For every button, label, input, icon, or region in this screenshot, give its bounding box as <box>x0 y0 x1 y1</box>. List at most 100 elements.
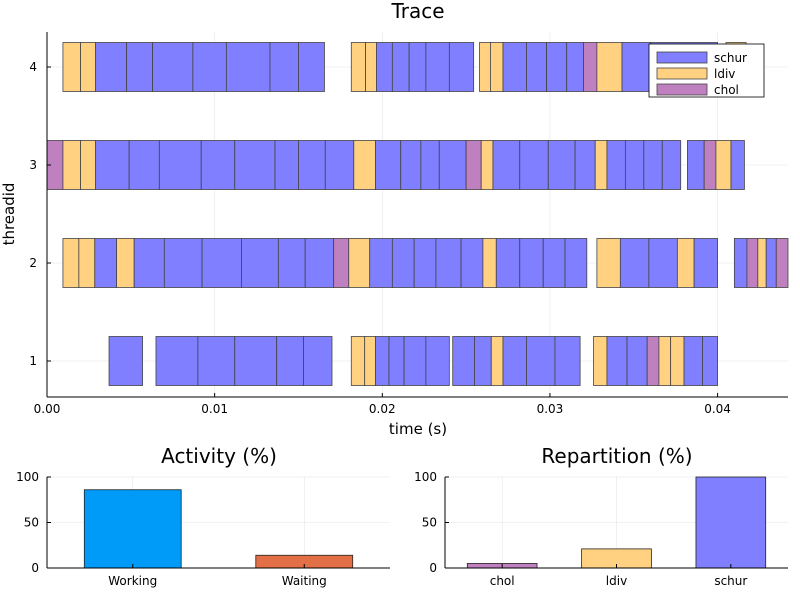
trace-ytick-label: 4 <box>29 60 37 74</box>
task-bar-schur <box>155 336 199 386</box>
trace-ytick-label: 3 <box>29 158 37 172</box>
task-bar-schur <box>687 140 705 190</box>
legend-label-ldiv: ldiv <box>714 67 735 81</box>
bar-schur <box>695 476 767 569</box>
trace-xlabel: time (s) <box>389 420 447 438</box>
task-bar-schur <box>526 336 556 386</box>
task-bar-schur <box>303 336 333 386</box>
task-bar-schur <box>152 42 194 92</box>
task-bar-schur <box>192 42 227 92</box>
repartition-title: Repartition (%) <box>541 444 692 468</box>
task-bar-schur <box>403 336 427 386</box>
task-bar-schur <box>502 336 527 386</box>
task-bar-schur <box>683 336 703 386</box>
task-bar-schur <box>241 238 279 288</box>
task-bar-schur <box>276 336 304 386</box>
task-bar-ldiv <box>757 238 767 288</box>
task-bar-schur <box>542 238 566 288</box>
task-bar-ldiv <box>62 42 81 92</box>
task-bar-schur <box>495 238 521 288</box>
task-bar-schur <box>128 140 160 190</box>
task-bar-schur <box>606 140 626 190</box>
task-bar-chol <box>465 140 482 190</box>
task-bar-ldiv <box>116 238 135 288</box>
task-bar-ldiv <box>78 238 96 288</box>
task-bar-schur <box>376 42 393 92</box>
task-bar-schur <box>452 336 475 386</box>
task-bar-ldiv <box>479 42 491 92</box>
task-bar-schur <box>95 140 130 190</box>
task-bar-ldiv <box>658 336 672 386</box>
task-bar-schur <box>626 336 648 386</box>
task-bar-schur <box>94 238 117 288</box>
task-bar-ldiv <box>480 140 494 190</box>
task-bar-ldiv <box>596 238 621 288</box>
task-bar-schur <box>519 238 544 288</box>
task-bar-schur <box>460 238 484 288</box>
bar-working <box>83 489 182 569</box>
task-bar-schur <box>564 238 588 288</box>
task-bar-schur <box>492 140 521 190</box>
activity-chart: Activity (%) 0 50 100 Working Waiting <box>16 444 390 588</box>
task-bar-schur <box>388 336 405 386</box>
legend-label-schur: schur <box>714 51 747 65</box>
task-bar-schur <box>702 336 718 386</box>
task-bar-schur <box>234 140 276 190</box>
task-bar-chol <box>646 336 660 386</box>
bar-xtick-label: ldiv <box>606 574 627 588</box>
trace-xtick-label: 0.04 <box>704 402 731 416</box>
task-bar-schur <box>438 140 467 190</box>
task-bar-schur <box>619 238 650 288</box>
task-bar-schur <box>408 42 427 92</box>
bar-xtick-label: schur <box>714 574 747 588</box>
task-bar-ldiv <box>490 336 504 386</box>
task-bar-schur <box>730 140 745 190</box>
task-bar-schur <box>733 238 748 288</box>
task-bar-schur <box>519 140 549 190</box>
task-bar-chol <box>746 238 759 288</box>
task-bar-chol <box>703 140 717 190</box>
legend-swatch-schur <box>656 51 708 64</box>
task-bar-schur <box>108 336 143 386</box>
bar-xtick-label: Working <box>108 574 157 588</box>
task-bar-schur <box>643 140 663 190</box>
trace-xtick-label: 0.03 <box>537 402 564 416</box>
task-bar-ldiv <box>348 238 371 288</box>
task-bar-schur <box>274 140 299 190</box>
task-bar-schur <box>234 336 278 386</box>
task-bar-schur <box>225 42 271 92</box>
task-bar-schur <box>201 238 242 288</box>
task-bar-schur <box>324 140 355 190</box>
task-bar-ldiv <box>670 336 685 386</box>
repartition-chart: Repartition (%) 0 50 100 chol ldiv schur <box>414 444 788 588</box>
task-bar-schur <box>197 336 236 386</box>
trace-bars <box>46 42 789 386</box>
task-bar-schur <box>554 336 581 386</box>
task-bar-schur <box>624 140 645 190</box>
activity-plot: 0 50 100 Working Waiting <box>16 470 390 588</box>
task-bar-ldiv <box>80 140 97 190</box>
task-bar-schur <box>163 238 203 288</box>
bar-xtick-label: Waiting <box>282 574 327 588</box>
task-bar-ldiv <box>353 140 376 190</box>
task-bar-ldiv <box>62 238 80 288</box>
task-bar-schur <box>574 140 596 190</box>
task-bar-schur <box>546 42 568 92</box>
task-bar-ldiv <box>715 140 732 190</box>
bar-ytick-label: 0 <box>429 561 437 575</box>
task-bar-ldiv <box>482 238 497 288</box>
trace-axes: 0.00 0.01 0.02 0.03 0.04 1 2 3 4 <box>29 32 788 416</box>
task-bar-schur <box>277 238 306 288</box>
task-bar-schur <box>474 336 492 386</box>
trace-xtick-label: 0.01 <box>201 402 228 416</box>
task-bar-schur <box>200 140 236 190</box>
trace-xtick-label: 0.02 <box>369 402 396 416</box>
task-bar-schur <box>304 238 335 288</box>
task-bar-schur <box>566 42 584 92</box>
bar-ytick-label: 0 <box>31 561 39 575</box>
task-bar-schur <box>526 42 547 92</box>
task-bar-ldiv <box>676 238 695 288</box>
task-bar-schur <box>126 42 154 92</box>
task-bar-schur <box>375 140 402 190</box>
